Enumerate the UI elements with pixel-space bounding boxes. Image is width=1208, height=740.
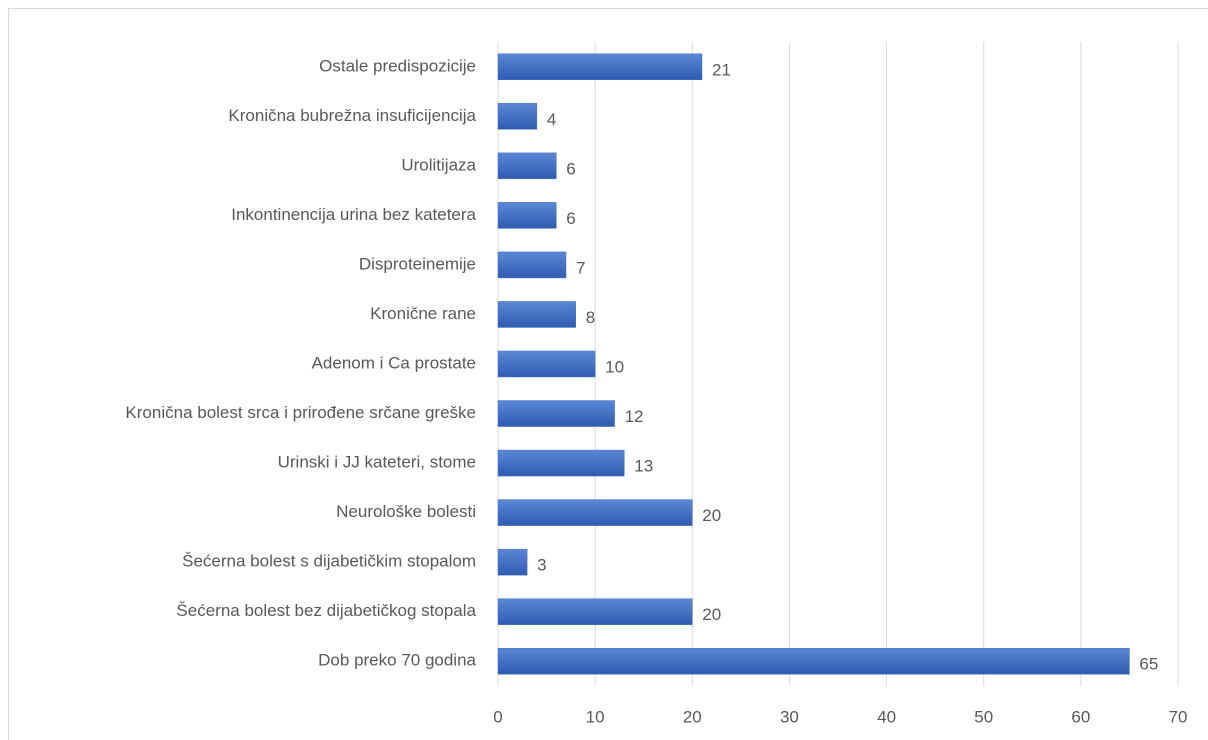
- bar: [497, 499, 693, 526]
- data-label: 20: [702, 605, 721, 624]
- y-tick-label: Šećerna bolest bez dijabetičkog stopala: [176, 601, 476, 620]
- data-label: 12: [625, 407, 644, 426]
- data-label: 20: [702, 506, 721, 525]
- x-tick-label: 70: [1169, 707, 1188, 726]
- data-label: 3: [537, 556, 546, 575]
- y-tick-label: Inkontinencija urina bez katetera: [231, 205, 476, 224]
- x-tick-label: 10: [586, 707, 605, 726]
- bar: [497, 152, 557, 180]
- data-label: 21: [712, 60, 731, 79]
- data-label: 6: [566, 159, 575, 178]
- y-tick-label: Ostale predispozicije: [319, 56, 476, 75]
- y-tick-label: Neurološke bolesti: [336, 502, 476, 521]
- x-tick-label: 60: [1071, 707, 1090, 726]
- x-tick-label: 20: [683, 707, 702, 726]
- y-tick-label: Dob preko 70 godina: [318, 651, 476, 670]
- bar: [497, 202, 557, 229]
- data-label: 13: [634, 457, 653, 476]
- data-label: 10: [605, 357, 624, 376]
- bar: [497, 350, 596, 378]
- data-label: 7: [576, 258, 585, 277]
- x-tick-label: 50: [974, 707, 993, 726]
- bar: [497, 53, 703, 81]
- y-tick-label: Adenom i Ca prostate: [312, 353, 476, 372]
- y-tick-label: Kronična bolest srca i prirođene srčane …: [125, 403, 476, 422]
- bar: [497, 251, 567, 279]
- y-tick-label: Kronične rane: [370, 304, 476, 323]
- y-tick-label: Šećerna bolest s dijabetičkim stopalom: [182, 552, 476, 571]
- y-tick-label: Urinski i JJ kateteri, stome: [278, 453, 476, 472]
- bar: [497, 400, 615, 427]
- bar: [497, 103, 538, 130]
- y-tick-label: Kronična bubrežna insuficijencija: [228, 106, 476, 125]
- data-label: 6: [566, 209, 575, 228]
- y-tick-label: Urolitijaza: [401, 155, 476, 174]
- y-tick-label: Disproteinemije: [359, 254, 476, 273]
- bar: [497, 301, 576, 328]
- bar: [497, 548, 528, 576]
- bar: [497, 647, 1130, 675]
- x-tick-label: 0: [493, 707, 502, 726]
- chart-border: [8, 8, 1208, 740]
- data-label: 65: [1139, 655, 1158, 674]
- x-tick-label: 40: [877, 707, 896, 726]
- data-label: 4: [547, 110, 556, 129]
- x-tick-label: 30: [780, 707, 799, 726]
- bar: [497, 449, 625, 477]
- bar: [497, 598, 693, 625]
- data-label: 8: [586, 308, 595, 327]
